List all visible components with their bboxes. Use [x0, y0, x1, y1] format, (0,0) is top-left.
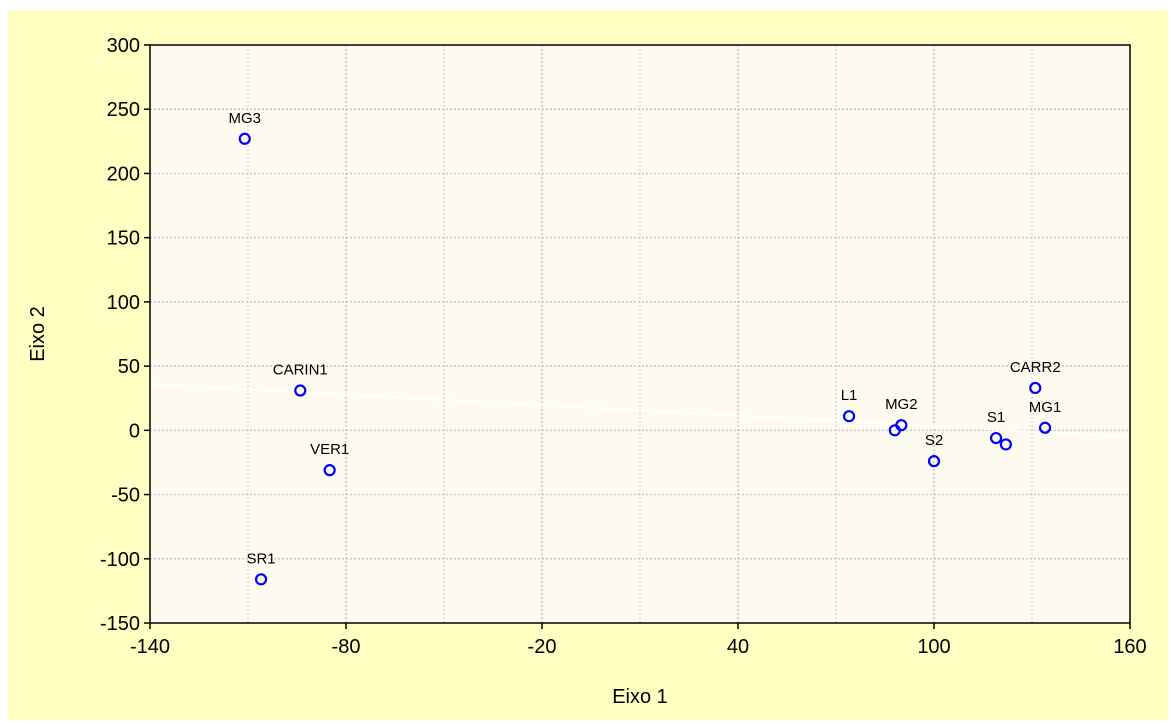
- data-point: [1029, 381, 1042, 395]
- plot-border: [149, 44, 1131, 624]
- data-point-label: SR1: [246, 550, 275, 567]
- y-axis-title: Eixo 2: [27, 306, 49, 362]
- grid-lines: [150, 45, 1130, 623]
- data-point-label: MG1: [1029, 399, 1062, 416]
- y-tick-label: 150: [107, 228, 140, 250]
- data-point: [294, 384, 307, 397]
- x-tick-label: 160: [1113, 636, 1146, 658]
- data-point: [238, 132, 251, 145]
- data-point-label: S1: [987, 409, 1005, 426]
- y-tick-label: 300: [107, 35, 140, 57]
- data-point: [323, 464, 336, 477]
- data-point: [1038, 421, 1052, 434]
- y-tick-label: 200: [107, 163, 140, 185]
- data-point-label: MG3: [228, 110, 261, 127]
- y-tick-label: 100: [107, 292, 140, 314]
- data-point: [989, 431, 1003, 445]
- data-point-label: MG2: [885, 396, 918, 413]
- data-point: [254, 573, 268, 586]
- data-point-label: S2: [925, 432, 943, 449]
- y-tick-label: 250: [107, 99, 140, 121]
- y-tick-label: 50: [118, 356, 140, 378]
- data-point: [842, 410, 856, 423]
- x-tick-label: 100: [917, 636, 950, 658]
- data-point: [927, 455, 941, 468]
- data-point-label: CARR2: [1010, 359, 1061, 376]
- y-tick-label: -100: [100, 549, 140, 571]
- data-points: MG3 CARIN1 VER1 SR1 L1 MG2 S2 S1 CARR2 MG1: [228, 110, 1062, 586]
- data-point-label: VER1: [310, 441, 349, 458]
- x-axis-title: Eixo 1: [612, 686, 668, 708]
- trend-line: [149, 383, 1131, 438]
- data-point: [895, 419, 908, 432]
- data-point-label: CARIN1: [273, 362, 328, 379]
- data-point: [999, 438, 1012, 451]
- axis-ticks: -140 -80 -20 40 100 160 -150 -100 -50 0 50 100 150 20…: [100, 35, 1147, 658]
- data-point-label: L1: [841, 387, 858, 404]
- x-tick-label: -140: [130, 636, 170, 658]
- y-tick-label: -50: [111, 485, 140, 507]
- y-tick-label: 0: [129, 420, 140, 442]
- x-tick-label: -20: [528, 636, 557, 658]
- y-tick-label: -150: [100, 613, 140, 635]
- x-tick-label: 40: [727, 636, 749, 658]
- x-tick-label: -80: [332, 636, 361, 658]
